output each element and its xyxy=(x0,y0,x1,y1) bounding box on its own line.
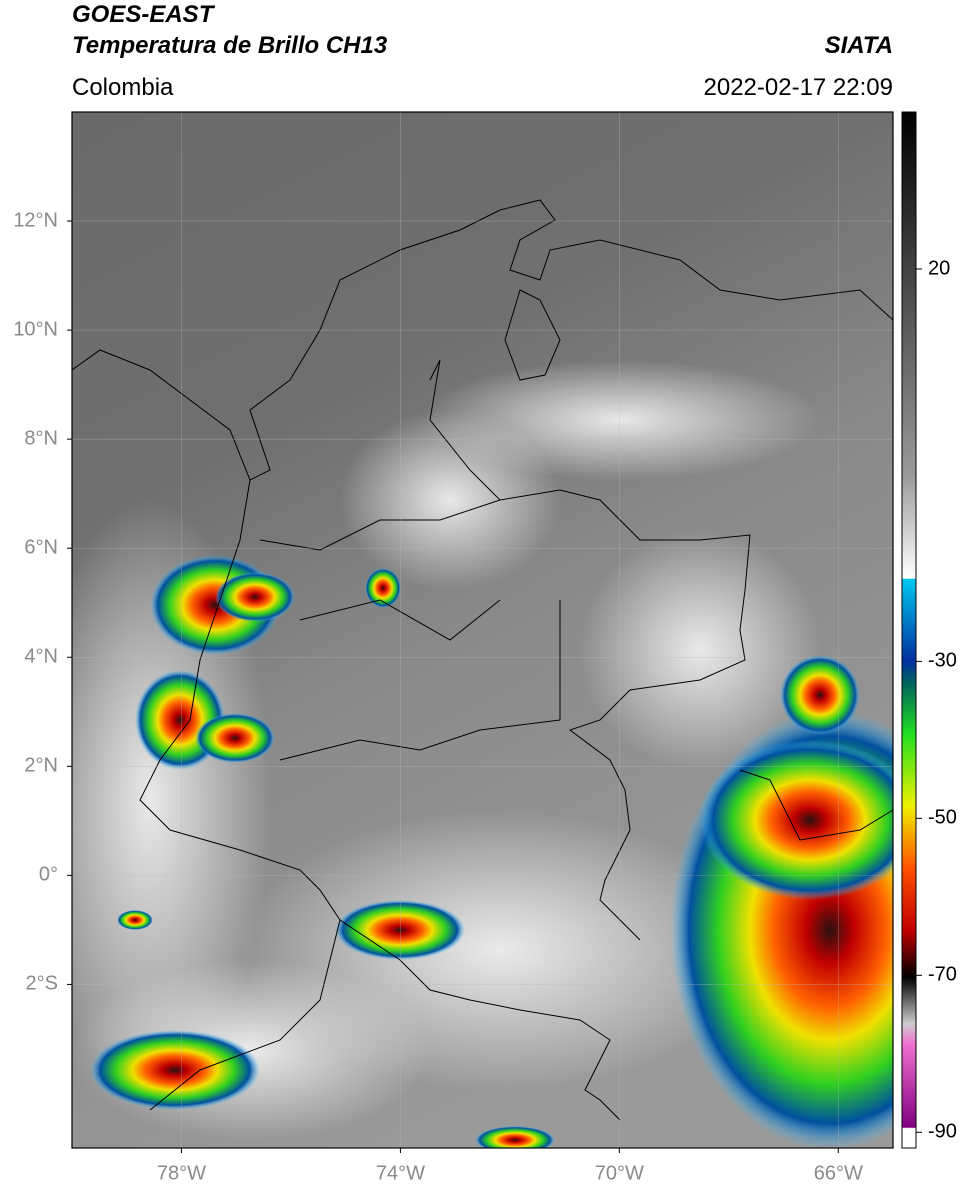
grid xyxy=(72,112,893,1148)
x-tick-label: 74°W xyxy=(376,1162,425,1184)
colorbar-tick-label: -50 xyxy=(928,807,957,829)
colorbar-tick-label: -90 xyxy=(928,1121,957,1143)
map-frame xyxy=(71,111,894,1149)
title: GOES-EAST xyxy=(72,1,216,28)
source: SIATA xyxy=(825,32,893,59)
y-tick-label: 4°N xyxy=(24,646,58,668)
region: Colombia xyxy=(72,74,174,101)
colorbar-tick-label: -70 xyxy=(928,964,957,986)
colorbar-tick-label: -30 xyxy=(928,650,957,672)
borders xyxy=(72,199,893,1121)
y-tick-label: 8°N xyxy=(24,427,58,449)
x-tick-label: 66°W xyxy=(814,1162,863,1184)
y-tick-label: 12°N xyxy=(13,209,58,231)
y-tick-label: 2°S xyxy=(26,973,58,995)
map-image xyxy=(72,112,893,1148)
colorbar xyxy=(901,111,917,1149)
x-tick-label: 70°W xyxy=(595,1162,644,1184)
y-tick-label: 6°N xyxy=(24,536,58,558)
y-tick-label: 0° xyxy=(39,864,58,886)
y-tick-label: 10°N xyxy=(13,318,58,340)
x-tick-label: 78°W xyxy=(157,1162,206,1184)
subtitle: Temperatura de Brillo CH13 xyxy=(72,32,388,59)
colorbar-tick-label: 20 xyxy=(928,257,950,279)
y-tick-label: 2°N xyxy=(24,755,58,777)
datetime: 2022-02-17 22:09 xyxy=(704,74,894,101)
convective-cells xyxy=(90,555,893,1148)
